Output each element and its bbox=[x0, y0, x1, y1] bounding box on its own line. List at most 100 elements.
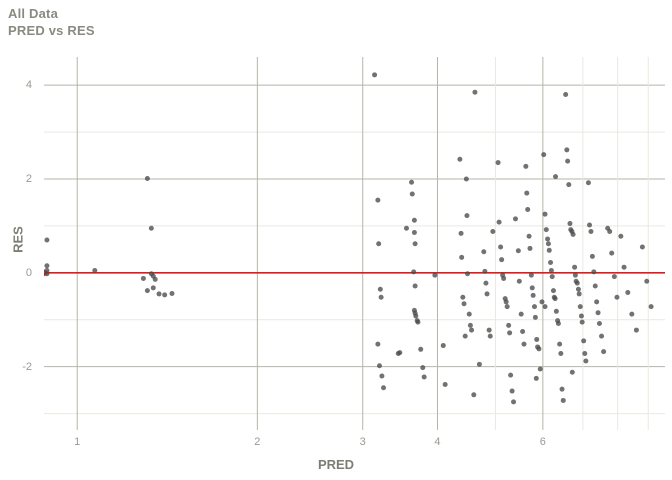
scatter-point bbox=[525, 206, 531, 212]
scatter-point bbox=[550, 288, 556, 294]
chart-subtitle: PRED vs RES bbox=[8, 23, 95, 38]
scatter-point bbox=[511, 399, 517, 405]
scatter-point bbox=[621, 264, 627, 270]
scatter-point bbox=[541, 152, 547, 158]
scatter-point bbox=[486, 327, 492, 333]
scatter-point bbox=[487, 333, 493, 339]
scatter-point bbox=[484, 291, 490, 297]
scatter-point bbox=[575, 286, 581, 292]
scatter-point bbox=[440, 343, 446, 349]
scatter-point bbox=[557, 341, 563, 347]
scatter-point bbox=[579, 319, 585, 325]
scatter-point bbox=[532, 314, 538, 320]
scatter-point bbox=[457, 156, 463, 162]
scatter-point bbox=[409, 179, 415, 185]
scatter-point bbox=[530, 292, 536, 298]
x-axis-tick-label: 4 bbox=[434, 436, 441, 448]
scatter-point bbox=[472, 89, 478, 95]
scatter-point bbox=[150, 285, 156, 291]
scatter-point bbox=[409, 191, 415, 197]
scatter-point bbox=[567, 221, 573, 227]
scatter-point bbox=[521, 341, 527, 347]
scatter-point bbox=[591, 269, 597, 275]
scatter-point bbox=[549, 274, 555, 280]
scatter-point bbox=[559, 386, 565, 392]
scatter-point bbox=[471, 392, 477, 398]
scatter-point bbox=[566, 182, 572, 188]
y-axis-tick-label: 0 bbox=[25, 266, 32, 279]
scatter-point bbox=[599, 333, 605, 339]
scatter-point bbox=[412, 241, 418, 247]
scatter-point bbox=[526, 233, 532, 239]
scatter-point bbox=[565, 158, 571, 164]
scatter-point bbox=[611, 274, 617, 280]
scatter-point bbox=[504, 304, 510, 310]
scatter-point bbox=[92, 267, 98, 273]
scatter-point bbox=[518, 311, 524, 317]
scatter-point bbox=[466, 311, 472, 317]
scatter-point bbox=[558, 351, 564, 357]
scatter-point bbox=[542, 304, 548, 310]
scatter-point bbox=[421, 374, 427, 380]
scatter-point bbox=[533, 375, 539, 381]
scatter-point bbox=[583, 358, 589, 364]
scatter-point bbox=[413, 313, 419, 319]
scatter-point bbox=[498, 244, 504, 250]
data-points bbox=[44, 72, 654, 405]
scatter-point bbox=[418, 346, 424, 352]
scatter-point bbox=[152, 276, 158, 282]
y-axis-label: RES bbox=[10, 226, 26, 253]
scatter-point bbox=[509, 388, 515, 394]
scatter-point bbox=[543, 227, 549, 233]
scatter-point bbox=[44, 237, 50, 243]
x-axis-tick-label: 3 bbox=[359, 436, 366, 448]
scatter-point bbox=[156, 291, 162, 297]
scatter-point bbox=[563, 92, 569, 98]
scatter-point bbox=[403, 225, 409, 231]
scatter-point bbox=[528, 272, 534, 278]
scatter-point bbox=[411, 269, 417, 275]
scatter-point bbox=[594, 299, 600, 305]
scatter-point bbox=[506, 322, 512, 328]
scatter-point bbox=[458, 230, 464, 236]
scatter-point bbox=[545, 241, 551, 247]
scatter-point bbox=[499, 257, 505, 263]
scatter-point bbox=[574, 280, 580, 286]
scatter-point bbox=[553, 174, 559, 180]
scatter-point bbox=[442, 381, 448, 387]
scatter-point bbox=[587, 222, 593, 228]
scatter-point bbox=[639, 244, 645, 250]
scatter-point bbox=[524, 190, 530, 196]
scatter-point bbox=[595, 310, 601, 316]
scatter-point bbox=[483, 280, 489, 286]
scatter-point bbox=[411, 217, 417, 223]
scatter-point bbox=[529, 285, 535, 291]
scatter-point bbox=[589, 253, 595, 259]
scatter-point bbox=[476, 361, 482, 367]
axis-tick-marks bbox=[44, 85, 648, 430]
scatter-point bbox=[572, 272, 578, 278]
scatter-point bbox=[144, 176, 150, 182]
scatter-point bbox=[376, 363, 382, 369]
scatter-point bbox=[496, 219, 502, 225]
scatter-point bbox=[570, 231, 576, 237]
scatter-point bbox=[648, 304, 654, 310]
scatter-point bbox=[169, 290, 175, 296]
scatter-point bbox=[412, 283, 418, 289]
scatter-point bbox=[377, 286, 383, 292]
y-axis-tick-label: 2 bbox=[25, 172, 32, 185]
scatter-point bbox=[482, 268, 488, 274]
scatter-point bbox=[503, 299, 509, 305]
page-title: All Data bbox=[8, 6, 59, 21]
scatter-point bbox=[481, 249, 487, 255]
scatter-point bbox=[144, 288, 150, 294]
scatter-point bbox=[618, 233, 624, 239]
scatter-plot-area bbox=[44, 57, 665, 430]
scatter-point bbox=[625, 290, 631, 296]
scatter-point bbox=[375, 197, 381, 203]
scatter-point bbox=[588, 229, 594, 235]
scatter-point bbox=[534, 336, 540, 342]
scatter-point bbox=[376, 241, 382, 247]
scatter-point bbox=[507, 330, 513, 336]
